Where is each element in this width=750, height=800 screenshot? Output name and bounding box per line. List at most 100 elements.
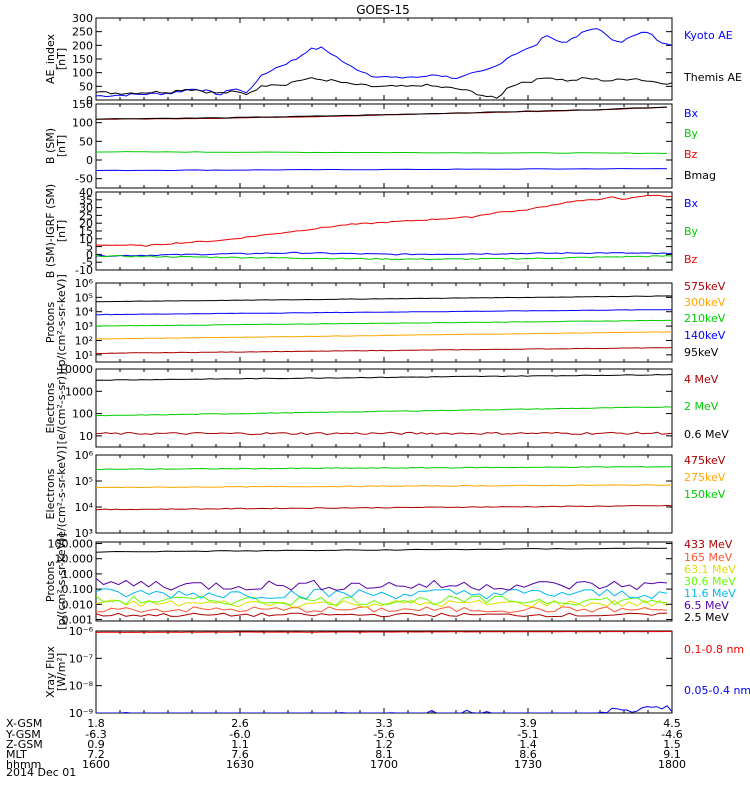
legend-entry: 275keV [684,471,726,484]
series-line-bmag [96,106,668,120]
series-line-95kev [96,295,672,303]
y-axis-label: [nT] [55,48,68,70]
series-line-2-5-mev [96,547,668,553]
x-row-value: -6.3 [85,728,106,741]
y-tick-label: 250 [72,26,93,39]
series-line-bx [96,251,672,257]
legend-entry: Kyoto AE [684,29,733,42]
series-line-140kev [96,309,672,316]
y-tick-label: 0 [86,248,93,261]
y-tick-label: 0 [86,154,93,167]
y-tick-label: 10² [75,334,93,347]
legend-entry: By [684,225,699,238]
y-tick-label: 0 [86,94,93,107]
legend-entry: 300keV [684,296,726,309]
y-tick-label: 150 [72,98,93,111]
legend-entry: Bz [684,148,698,161]
y-tick-label: 0.100 [62,583,94,596]
x-row-value: 1.4 [519,738,537,751]
series-line-bx [96,168,668,172]
y-axis-label: Electrons [44,468,57,519]
x-row-value: 3.9 [519,717,537,730]
y-axis-label: [e/(cm²-s-sr)] [55,372,68,445]
y-axis-label: [p/(cm²-s-sr-keV)] [55,274,68,371]
series-line-by [96,151,668,155]
series-line-bz [96,194,672,247]
series-line-by [96,254,672,261]
y-tick-label: -50 [75,173,93,186]
legend-entry: 6.5 MeV [684,599,729,612]
x-row-label: Y-GSM [5,728,41,741]
y-tick-label: 40 [79,186,93,199]
series-line-themis-ae [96,77,672,99]
series-group [96,295,672,355]
y-tick-label: 10.000 [55,553,94,566]
y-tick-label: -5 [82,256,93,269]
legend-entry: 30.6 MeV [684,575,736,588]
legend-entry: By [684,127,699,140]
legend-entry: 4 MeV [684,373,719,386]
panel-xray: 10⁻⁹ 10⁻⁸ 10⁻⁷ 10⁻⁶ Xray Flux[W/m²] 0.1-0.8 n… [44,625,750,720]
legend-entry: Themis AE [683,71,742,84]
series-group [96,194,672,261]
x-row-value: -4.6 [661,728,682,741]
date-label: 2014 Dec 01 [6,766,76,779]
x-row-value: 4.5 [663,717,681,730]
y-tick-label: 50 [79,80,93,93]
legend-entry: 2 MeV [684,400,719,413]
y-tick-label: -10 [75,264,93,277]
series-line-300kev [96,331,672,340]
y-tick-label: 10000 [58,363,93,376]
y-tick-label: 15 [79,225,93,238]
y-tick-label: 10 [79,430,93,443]
y-axis-label: [W/m²] [55,653,68,691]
y-tick-label: 1.000 [62,568,94,581]
x-row-value: -5.6 [373,728,394,741]
y-axis-label: B (SM) [44,128,57,164]
series-group [96,28,672,99]
series-line-6-5-mev [96,578,668,591]
x-row-value: 1.8 [87,717,105,730]
legend-entry: 475keV [684,454,726,467]
x-row-value: 1600 [82,758,110,771]
y-tick-label: 10⁻⁹ [69,707,93,720]
series-line-kyoto-ae [96,28,672,98]
y-tick-label: 0.010 [62,598,94,611]
legend-entry: 0.6 MeV [684,428,729,441]
y-tick-label: 35 [79,194,93,207]
y-tick-label: 10⁻⁶ [69,625,94,638]
y-axis-label: Protons [44,561,57,602]
x-row-value: 7.6 [231,748,249,761]
y-tick-label: 100 [72,408,93,421]
y-tick-label: 10³ [75,527,93,540]
x-row-value: -6.0 [229,728,250,741]
y-tick-label: 100 [72,67,93,80]
series-line-0-1-0-8-nm [96,631,672,633]
legend-entry: 11.6 MeV [684,587,736,600]
y-tick-label: 10 [79,233,93,246]
legend-entry: 433 MeV [684,538,733,551]
y-tick-label: 10⁴ [75,306,94,319]
x-row-value: 1.2 [375,738,393,751]
series-line-11-6-mev [96,588,668,600]
x-row-label: hhmm [6,758,41,771]
series-line-4-mev [96,431,672,436]
y-tick-label: 10³ [75,320,93,333]
x-row-value: 9.1 [663,748,681,761]
panel-bsm: -50 0 50 100 150 B (SM)[nT] Bx By Bz Bmag [44,98,716,189]
panel-electrons2: 10³ 10⁴ 10⁵ 10⁶ Electrons[e/(cm²-s-sr-keV)] 4… [44,446,726,542]
legend-entry: 0.05-0.4 nm [684,684,750,697]
x-row-label: X-GSM [6,717,42,730]
y-axis-label: [p/(cm²-s-sr-keV)] [55,533,68,630]
y-tick-label: 10⁴ [75,501,94,514]
y-axis-label: B (SM)-IGRF (SM) [44,184,57,278]
legend-entry: Bx [684,107,699,120]
x-row-value: 3.3 [375,717,393,730]
legend-entry: Bz [684,253,698,266]
series-line-0-6-mev [96,373,672,381]
y-axis-label: [nT] [55,135,68,157]
legend-entry: 0.1-0.8 nm [684,643,744,656]
